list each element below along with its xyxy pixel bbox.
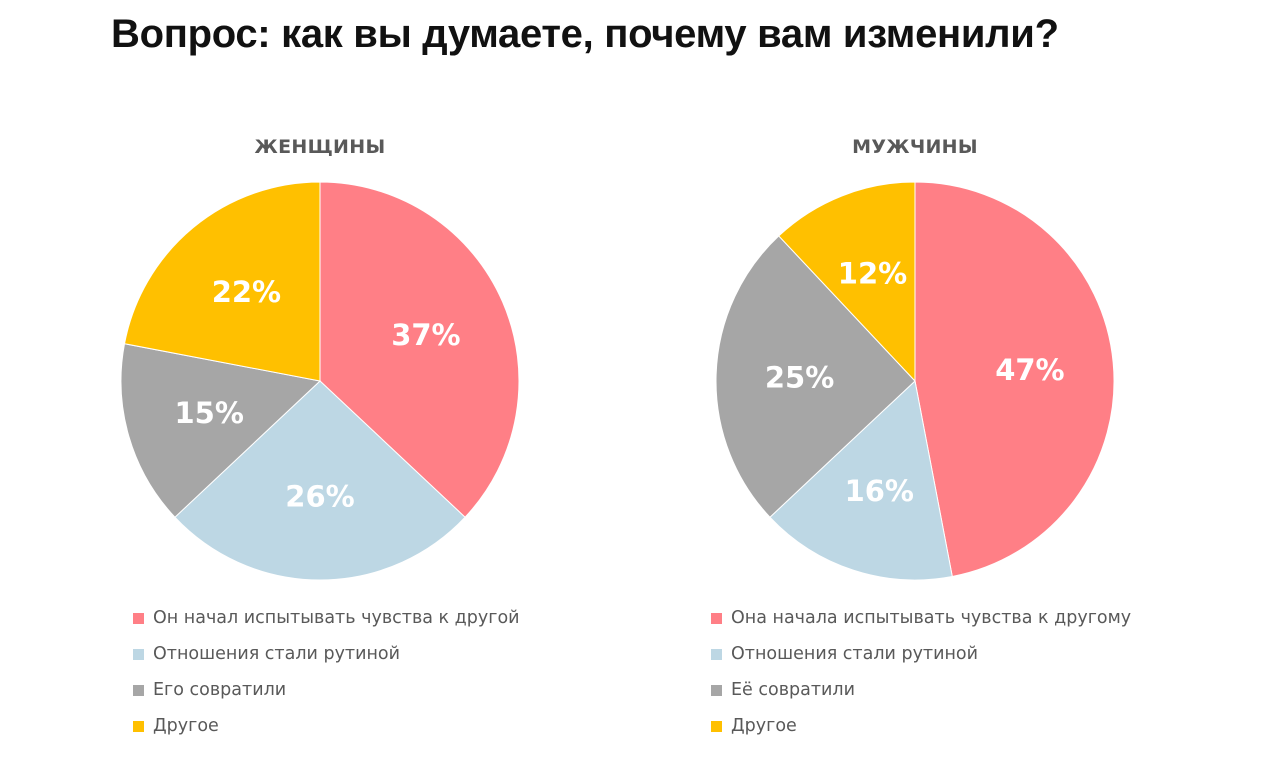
slice-seduced [120,343,322,518]
legend-swatch [133,684,144,696]
chart-men: МУЖЧИНЫ 47% 16% 25% 12% Она начала испытыва… [615,0,1215,757]
legend-item: Другое [711,708,1131,744]
legend-label: Он начал испытывать чувства к другой [153,608,520,628]
legend-swatch [133,648,144,660]
slice-seduced [715,235,916,518]
legend-swatch [133,612,144,624]
legend-swatch [133,720,144,732]
slice-routine [174,380,466,581]
legend-item: Отношения стали рутиной [711,636,1131,672]
legend-item: Она начала испытывать чувства к другому [711,600,1131,636]
legend-item: Её совратили [711,672,1131,708]
chart-title-men: МУЖЧИНЫ [852,136,978,158]
legend-item: Другое [133,708,520,744]
legend-label: Отношения стали рутиной [153,644,401,664]
slice-other [778,181,916,383]
slice-feelings [319,181,520,518]
legend-label: Её совратили [731,680,855,700]
legend-label: Его совратили [153,680,287,700]
legend-label: Другое [153,716,219,736]
legend-label: Она начала испытывать чувства к другому [731,608,1132,628]
slice-data-label: 16% [845,474,914,508]
slice-data-label: 22% [212,275,281,309]
legend-item: Его совратили [133,672,520,708]
legend-label: Другое [731,716,797,736]
chart-title-women: ЖЕНЩИНЫ [254,136,386,158]
legend-women: Он начал испытывать чувства к другой Отн… [133,600,520,744]
pie-chart-women: 37% 26% 15% 22% [120,181,520,581]
slice-data-label: 12% [838,257,907,291]
slice-data-label: 47% [995,353,1064,387]
legend-item: Отношения стали рутиной [133,636,520,672]
slice-data-label: 37% [391,318,460,352]
pie-chart-men: 47% 16% 25% 12% [715,181,1115,581]
legend-swatch [711,684,722,696]
slice-routine [769,380,953,581]
slice-feelings [914,181,1115,578]
legend-item: Он начал испытывать чувства к другой [133,600,520,636]
chart-women: ЖЕНЩИНЫ 37% 26% 15% 22% Он начал испытывать… [20,0,620,757]
legend-label: Отношения стали рутиной [731,644,979,664]
slice-data-label: 15% [174,396,243,430]
slice-data-label: 26% [285,479,354,513]
page-title: Вопрос: как вы думаете, почему вам измен… [111,12,1059,56]
legend-swatch [711,648,722,660]
legend-swatch [711,720,722,732]
slice-data-label: 25% [765,360,834,394]
legend-swatch [711,612,722,624]
legend-men: Она начала испытывать чувства к другому … [711,600,1131,744]
slice-other [123,181,321,382]
